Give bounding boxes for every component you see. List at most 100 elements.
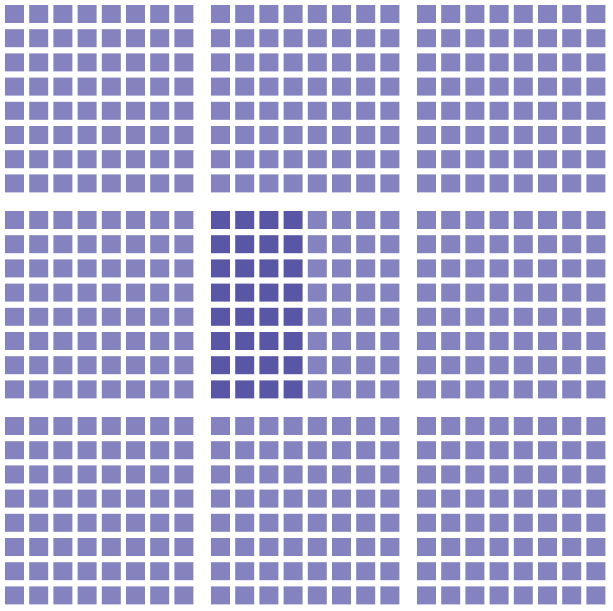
highlighted-unit-cell [283, 259, 303, 278]
unit-cell [150, 586, 170, 605]
unit-cell [307, 259, 327, 278]
unit-cell [465, 513, 485, 532]
unit-cell [126, 489, 145, 508]
unit-cell [513, 307, 533, 326]
unit-cell [332, 101, 351, 120]
highlighted-unit-cell [259, 380, 279, 399]
unit-cell [77, 259, 97, 278]
unit-cell [586, 380, 606, 399]
unit-cell [356, 29, 376, 48]
unit-cell [77, 332, 97, 350]
unit-cell [513, 441, 533, 460]
unit-cell [5, 513, 24, 532]
unit-cell [489, 283, 509, 302]
unit-cell [211, 441, 230, 460]
unit-cell [465, 489, 485, 508]
unit-cell [307, 77, 327, 96]
unit-cell [101, 211, 121, 229]
unit-cell [441, 211, 461, 229]
unit-cell [126, 259, 145, 278]
unit-cell [174, 211, 194, 229]
unit-cell [332, 5, 351, 23]
unit-cell [101, 259, 121, 278]
unit-cell [307, 513, 327, 532]
unit-cell [489, 174, 509, 193]
unit-cell [441, 150, 461, 169]
unit-cell [562, 150, 582, 169]
unit-cell [465, 5, 485, 23]
unit-cell [441, 489, 461, 508]
unit-cell [174, 5, 194, 23]
unit-cell [5, 126, 24, 144]
unit-cell [562, 380, 582, 399]
highlighted-unit-cell [283, 356, 303, 375]
unit-cell [259, 538, 279, 556]
unit-cell [150, 150, 170, 169]
unit-cell [174, 29, 194, 48]
unit-cell [356, 5, 376, 23]
unit-cell [356, 259, 376, 278]
unit-cell [586, 211, 606, 229]
unit-cell [259, 489, 279, 508]
highlighted-unit-cell [259, 356, 279, 375]
unit-cell [211, 5, 230, 23]
unit-cell [5, 150, 24, 169]
unit-cell [380, 332, 400, 350]
unit-cell [332, 380, 351, 399]
unit-cell [586, 441, 606, 460]
highlighted-unit-cell [283, 235, 303, 254]
unit-cell [235, 101, 255, 120]
unit-cell [380, 5, 400, 23]
unit-cell [513, 586, 533, 605]
unit-cell [417, 332, 436, 350]
unit-cell [465, 332, 485, 350]
unit-cell [538, 380, 557, 399]
unit-cell [150, 53, 170, 72]
unit-cell [465, 283, 485, 302]
unit-cell [126, 101, 145, 120]
unit-cell [29, 380, 49, 399]
unit-cell [53, 513, 73, 532]
unit-cell [562, 29, 582, 48]
unit-cell [356, 380, 376, 399]
unit-cell [332, 235, 351, 254]
unit-cell [513, 101, 533, 120]
unit-cell [77, 465, 97, 484]
unit-cell [513, 259, 533, 278]
unit-cell [586, 417, 606, 435]
unit-cell [307, 174, 327, 193]
unit-cell [465, 101, 485, 120]
unit-cell [126, 307, 145, 326]
unit-cell [538, 332, 557, 350]
unit-cell [356, 77, 376, 96]
unit-cell [126, 150, 145, 169]
unit-cell [417, 77, 436, 96]
unit-cell [174, 513, 194, 532]
unit-cell [513, 77, 533, 96]
unit-cell [417, 380, 436, 399]
unit-cell [150, 562, 170, 581]
unit-cell [235, 77, 255, 96]
unit-cell [307, 538, 327, 556]
unit-cell [101, 5, 121, 23]
unit-cell [150, 307, 170, 326]
unit-cell [380, 259, 400, 278]
unit-cell [101, 332, 121, 350]
unit-cell [380, 174, 400, 193]
unit-cell [538, 5, 557, 23]
unit-cell [465, 380, 485, 399]
unit-cell [441, 29, 461, 48]
unit-cell [380, 586, 400, 605]
unit-cell [101, 235, 121, 254]
unit-cell [380, 513, 400, 532]
unit-cell [283, 538, 303, 556]
unit-cell [465, 53, 485, 72]
unit-cell [332, 489, 351, 508]
unit-cell [283, 174, 303, 193]
unit-cell [380, 307, 400, 326]
unit-cell [29, 259, 49, 278]
unit-cell [211, 29, 230, 48]
unit-cell [417, 513, 436, 532]
unit-cell [101, 538, 121, 556]
unit-cell [513, 53, 533, 72]
